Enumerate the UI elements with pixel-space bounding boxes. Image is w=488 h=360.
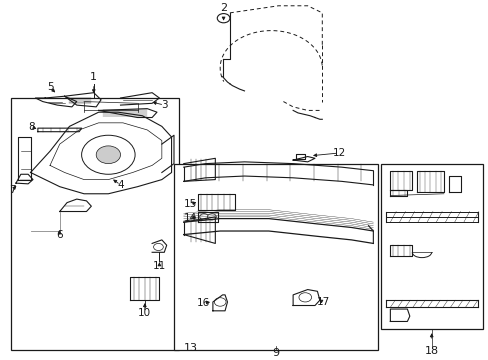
Circle shape xyxy=(81,135,135,174)
Text: 16: 16 xyxy=(196,298,209,308)
Bar xyxy=(174,164,377,350)
Text: 13: 13 xyxy=(183,343,198,353)
Circle shape xyxy=(298,293,311,302)
Text: 7: 7 xyxy=(9,185,15,195)
Text: 3: 3 xyxy=(161,100,167,110)
Text: 14: 14 xyxy=(183,212,196,222)
Bar xyxy=(11,98,179,350)
Text: 4: 4 xyxy=(117,180,123,190)
Text: 15: 15 xyxy=(183,199,196,209)
Text: 5: 5 xyxy=(46,82,53,93)
Circle shape xyxy=(214,298,225,306)
Text: 17: 17 xyxy=(316,297,329,307)
Text: 9: 9 xyxy=(272,348,279,358)
Bar xyxy=(380,164,482,329)
Text: 1: 1 xyxy=(90,72,97,82)
Circle shape xyxy=(96,146,120,164)
Text: 12: 12 xyxy=(332,148,345,158)
Text: 11: 11 xyxy=(152,261,166,271)
Text: 10: 10 xyxy=(138,307,151,318)
Circle shape xyxy=(200,213,208,220)
Circle shape xyxy=(207,213,216,220)
Text: 6: 6 xyxy=(56,230,63,239)
Text: 18: 18 xyxy=(424,346,438,356)
Circle shape xyxy=(217,14,229,23)
Circle shape xyxy=(153,243,163,251)
Text: 8: 8 xyxy=(28,122,35,132)
Text: 2: 2 xyxy=(220,3,227,13)
